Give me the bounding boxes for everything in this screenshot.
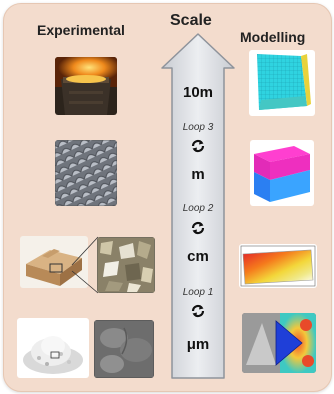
loop-2-label: Loop 2 [182,203,214,214]
microstructure-photo [97,237,155,293]
temperature-field-model [239,244,317,288]
cycle-icon [191,139,205,153]
cycle-icon [191,221,205,235]
dendrite-structure-photo [55,140,117,206]
zoom-connector [71,236,99,294]
sem-micrograph [94,320,154,378]
casting-block-photo [20,236,88,288]
loop-1-label: Loop 1 [182,287,214,298]
scale-label-m: m [191,166,205,183]
experimental-heading: Experimental [37,22,125,38]
ingot-thermal-model [250,140,314,206]
ladle-mesh-model [249,50,315,116]
cycle-icon [191,304,205,318]
grain-scale-model [242,313,316,373]
scale-label-cm: cm [187,248,209,265]
modelling-heading: Modelling [240,29,306,45]
scale-heading: Scale [170,12,212,29]
scale-arrow [161,33,235,379]
scale-label-um: μm [186,336,210,353]
powder-sample-photo [17,318,89,378]
foundry-ladle-photo [55,57,117,115]
loop-3-label: Loop 3 [182,122,214,133]
scale-label-10m: 10m [182,84,214,101]
